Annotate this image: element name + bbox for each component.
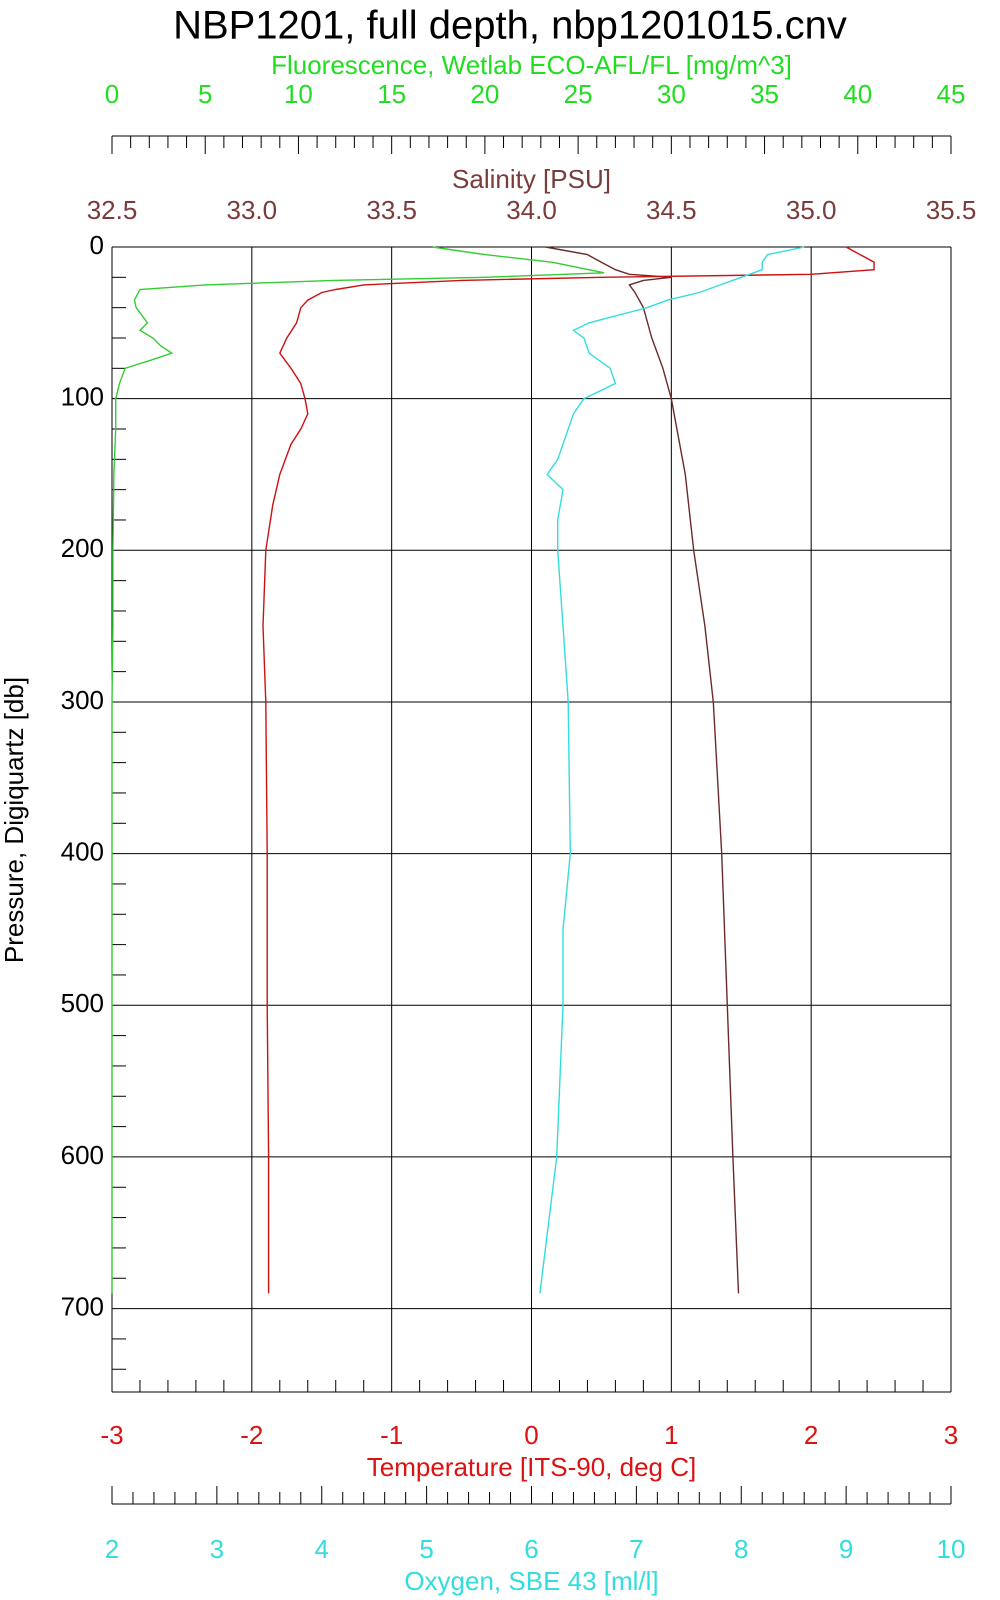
x-tick-label: 40 [843, 79, 872, 109]
profile-line [111, 246, 605, 1294]
x-tick-label: 10 [937, 1534, 966, 1564]
x-tick-label: 2 [105, 1534, 119, 1564]
x-tick-label: 3 [944, 1420, 958, 1450]
x-tick-label: -1 [380, 1420, 403, 1450]
x-tick-label: 8 [734, 1534, 748, 1564]
x-axis-title: Salinity [PSU] [452, 164, 611, 194]
x-tick-label: 9 [839, 1534, 853, 1564]
y-tick-label: 200 [61, 533, 104, 563]
x-axis-title: Fluorescence, Wetlab ECO-AFL/FL [mg/m^3] [271, 50, 792, 80]
x-tick-label: 32.5 [87, 195, 138, 225]
x-tick-label: 20 [470, 79, 499, 109]
x-axis-title: Temperature [ITS-90, deg C] [367, 1452, 696, 1482]
x-tick-label: -3 [100, 1420, 123, 1450]
x-tick-label: 34.0 [506, 195, 557, 225]
x-tick-label: 3 [210, 1534, 224, 1564]
x-tick-label: 33.0 [227, 195, 278, 225]
y-tick-label: 0 [90, 230, 104, 260]
x-tick-label: 33.5 [366, 195, 417, 225]
x-tick-label: 45 [937, 79, 966, 109]
x-tick-label: 35.0 [786, 195, 837, 225]
x-tick-label: 4 [315, 1534, 329, 1564]
profile-line [539, 246, 805, 1294]
profile-line [262, 246, 875, 1294]
chart-title: NBP1201, full depth, nbp1201015.cnv [173, 4, 847, 48]
y-tick-label: 100 [61, 382, 104, 412]
profile-line [545, 246, 740, 1294]
x-tick-label: 15 [377, 79, 406, 109]
x-tick-label: 2 [804, 1420, 818, 1450]
y-tick-label: 400 [61, 836, 104, 866]
x-tick-label: 34.5 [646, 195, 697, 225]
y-tick-label: 700 [61, 1291, 104, 1321]
y-tick-label: 300 [61, 685, 104, 715]
x-tick-label: 7 [629, 1534, 643, 1564]
x-tick-label: 25 [564, 79, 593, 109]
x-tick-label: 5 [419, 1534, 433, 1564]
x-tick-label: 10 [284, 79, 313, 109]
x-tick-label: 35.5 [926, 195, 977, 225]
x-tick-label: 5 [198, 79, 212, 109]
x-tick-label: 1 [664, 1420, 678, 1450]
x-tick-label: -2 [240, 1420, 263, 1450]
x-axis-title: Oxygen, SBE 43 [ml/l] [404, 1566, 658, 1596]
x-tick-label: 0 [524, 1420, 538, 1450]
x-tick-label: 30 [657, 79, 686, 109]
y-tick-label: 500 [61, 988, 104, 1018]
x-tick-label: 6 [524, 1534, 538, 1564]
y-axis-title: Pressure, Digiquartz [db] [0, 677, 29, 963]
x-tick-label: 0 [105, 79, 119, 109]
y-tick-label: 600 [61, 1140, 104, 1170]
x-tick-label: 35 [750, 79, 779, 109]
